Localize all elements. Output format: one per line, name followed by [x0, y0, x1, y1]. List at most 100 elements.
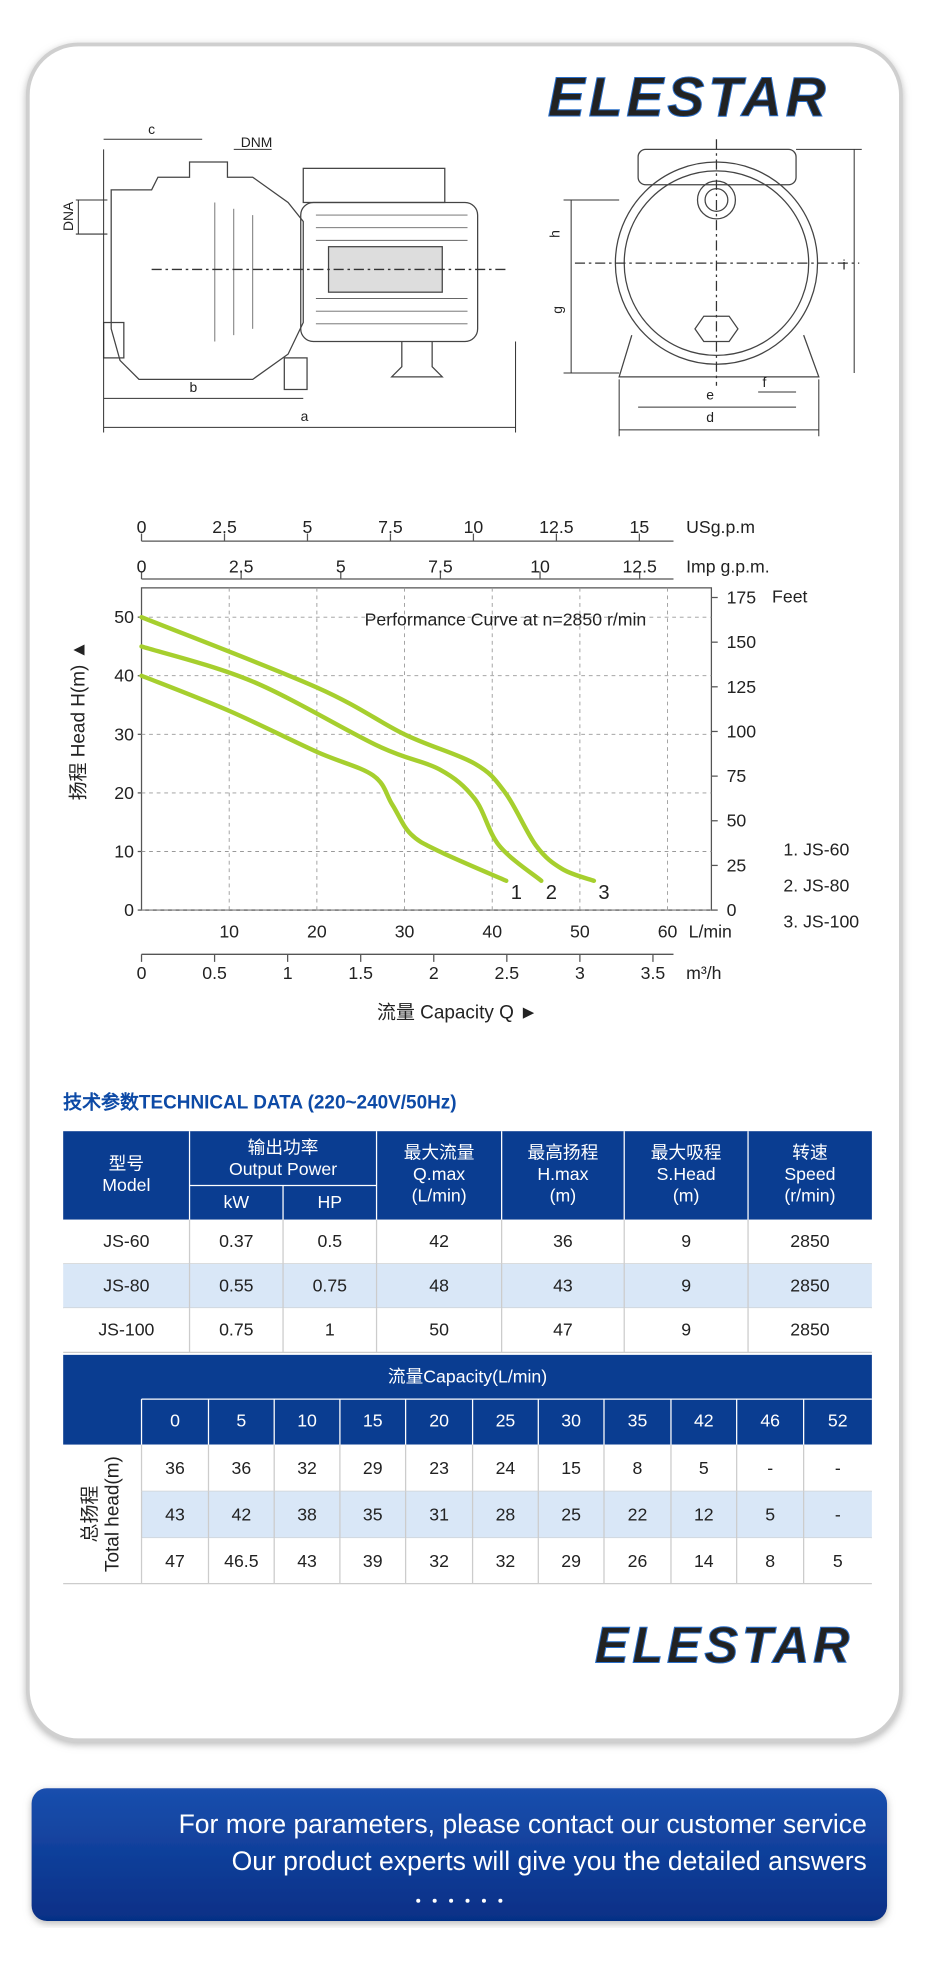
row-bg [63, 1263, 872, 1309]
curve [139, 644, 544, 883]
axis-tick-label: 5 [336, 556, 346, 576]
cell: 0.55 [219, 1275, 254, 1295]
axis-unit: USg.p.m [686, 517, 755, 537]
y-tick-label: 50 [114, 607, 134, 627]
logo: ELESTAR [595, 1617, 854, 1674]
header-text: 最大吸程 [651, 1143, 722, 1163]
y2-tick-label: 100 [727, 721, 757, 741]
cell: 15 [561, 1458, 581, 1478]
y-tick-label: 20 [114, 783, 134, 803]
x-tick-label: 60 [658, 921, 678, 941]
row-bg [63, 1219, 872, 1264]
axis-tick-label: 0.5 [202, 963, 227, 983]
header-text: 型号 [109, 1153, 144, 1173]
cell: 31 [429, 1505, 449, 1525]
row-bg [141, 1444, 872, 1492]
cell: 43 [297, 1551, 317, 1571]
header-text: 转速 [792, 1143, 827, 1163]
header-text: (m) [673, 1186, 700, 1206]
cell: 9 [681, 1275, 691, 1295]
dimension-label: a [301, 408, 309, 424]
dimension-label: f [763, 374, 767, 390]
cell: 46.5 [224, 1551, 259, 1571]
cell: 47 [165, 1551, 185, 1571]
axis-tick-label: 0 [137, 963, 147, 983]
legend-entry: 2. JS-80 [783, 875, 849, 895]
curve-label: 3 [598, 882, 609, 904]
cell: 28 [496, 1505, 516, 1525]
footer-dots [416, 1898, 503, 1903]
cell: 1 [325, 1320, 335, 1340]
header-text: 25 [496, 1411, 516, 1431]
axis-tick-label: 7.5 [428, 556, 453, 576]
y2-tick-label: 175 [727, 587, 757, 607]
row-bg [141, 1538, 872, 1584]
cell: JS-100 [98, 1320, 154, 1340]
header-text: Output Power [229, 1159, 337, 1179]
dimension-label: h [547, 230, 563, 238]
cell: 36 [165, 1458, 185, 1478]
legend-entry: 3. JS-100 [783, 911, 859, 931]
dimension-label: i [843, 256, 846, 272]
header-text: (L/min) [412, 1186, 467, 1206]
axis-tick-label: 2.5 [212, 517, 237, 537]
curve-label: 2 [546, 882, 557, 904]
header-text: kW [224, 1192, 250, 1212]
dimension-label: c [148, 121, 155, 137]
cell: 22 [628, 1505, 648, 1525]
axis-unit: Imp g.p.m. [686, 556, 770, 576]
header-bg [63, 1131, 872, 1220]
curve [139, 673, 509, 883]
cell: 5 [699, 1458, 709, 1478]
cell: 25 [561, 1505, 581, 1525]
cell: 9 [681, 1320, 691, 1340]
header-text: 最大流量 [404, 1143, 475, 1163]
axis-tick-label: 3 [575, 963, 585, 983]
cell: 14 [694, 1551, 714, 1571]
cell: 35 [363, 1505, 383, 1525]
chart-title: Performance Curve at n=2850 r/min [365, 609, 647, 629]
header-text: 10 [297, 1411, 317, 1431]
axis-tick-label: 15 [630, 517, 650, 537]
cell: 50 [429, 1320, 449, 1340]
y2-tick-label: 125 [727, 677, 757, 697]
cell: 0.75 [219, 1320, 254, 1340]
y2-tick-label: 0 [727, 900, 737, 920]
x-tick-label: 20 [307, 921, 327, 941]
axis-tick-label: 0 [137, 517, 147, 537]
cell: - [767, 1458, 773, 1478]
axis-tick-label: 12.5 [539, 517, 574, 537]
x-unit: L/min [689, 921, 732, 941]
cell: 39 [363, 1551, 383, 1571]
cell: 5 [765, 1505, 775, 1525]
cell: 43 [553, 1275, 573, 1295]
dimension-label: g [549, 306, 565, 314]
axis-tick-label: 2 [429, 963, 439, 983]
cell: 32 [429, 1551, 449, 1571]
row-bg [63, 1308, 872, 1353]
x-axis-label: 流量 Capacity Q ► [377, 1002, 538, 1024]
footer-line: Our product experts will give you the de… [232, 1846, 867, 1876]
cell: 0.37 [219, 1231, 253, 1251]
axis-unit: m³/h [686, 963, 721, 983]
cell: 2850 [790, 1275, 830, 1295]
cell: 48 [429, 1275, 449, 1295]
row-bg [141, 1491, 872, 1539]
header-text: 最高扬程 [528, 1143, 599, 1163]
cell: - [835, 1505, 841, 1525]
axis-tick-label: 10 [464, 517, 484, 537]
header-text: HP [318, 1192, 343, 1212]
cell: 2850 [790, 1320, 830, 1340]
front-view-drawing: h g i e f d [547, 139, 862, 437]
header-text: 流量Capacity(L/min) [388, 1366, 547, 1386]
cell: 42 [232, 1505, 252, 1525]
y2-tick-label: 25 [727, 855, 747, 875]
header-text: 5 [236, 1411, 246, 1431]
axis-tick-label: 7.5 [378, 517, 403, 537]
cell: 8 [765, 1551, 775, 1571]
header-text: 输出功率 [248, 1138, 319, 1158]
header-text: 52 [828, 1411, 848, 1431]
axis-tick-label: 2.5 [229, 556, 254, 576]
